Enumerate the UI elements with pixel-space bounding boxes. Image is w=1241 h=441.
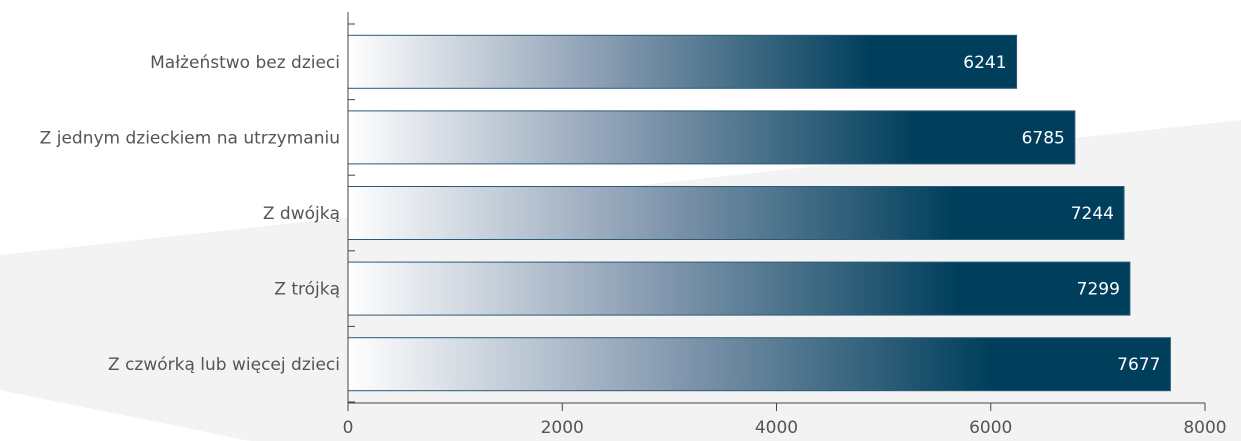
bars-group: 6241 6785 7244 7299 7677 — [347, 34, 1171, 392]
category-label: Z czwórką lub więcej dzieci — [108, 355, 340, 375]
category-labels: Małżeństwo bez dzieci Z jednym dzieckiem … — [40, 53, 340, 375]
category-label: Z trójką — [274, 280, 340, 300]
category-label: Małżeństwo bez dzieci — [150, 53, 340, 73]
x-tick-label: 0 — [343, 418, 354, 438]
bar — [347, 110, 1076, 165]
x-tick-label: 2000 — [541, 418, 584, 438]
data-label: 6785 — [1022, 128, 1065, 148]
x-tick-label: 4000 — [755, 418, 798, 438]
x-tick-label: 6000 — [969, 418, 1012, 438]
x-ticks: 0 2000 4000 6000 8000 — [343, 403, 1227, 438]
bar — [347, 186, 1125, 240]
category-label: Z dwójką — [263, 204, 340, 224]
bar — [347, 261, 1131, 316]
bar — [347, 34, 1018, 89]
data-label: 7244 — [1071, 204, 1114, 224]
data-label: 7299 — [1077, 280, 1120, 300]
x-tick-label: 8000 — [1183, 418, 1226, 438]
data-label: 6241 — [963, 53, 1006, 73]
bar — [347, 337, 1171, 392]
category-label: Z jednym dzieckiem na utrzymaniu — [40, 128, 340, 148]
data-label: 7677 — [1117, 355, 1160, 375]
